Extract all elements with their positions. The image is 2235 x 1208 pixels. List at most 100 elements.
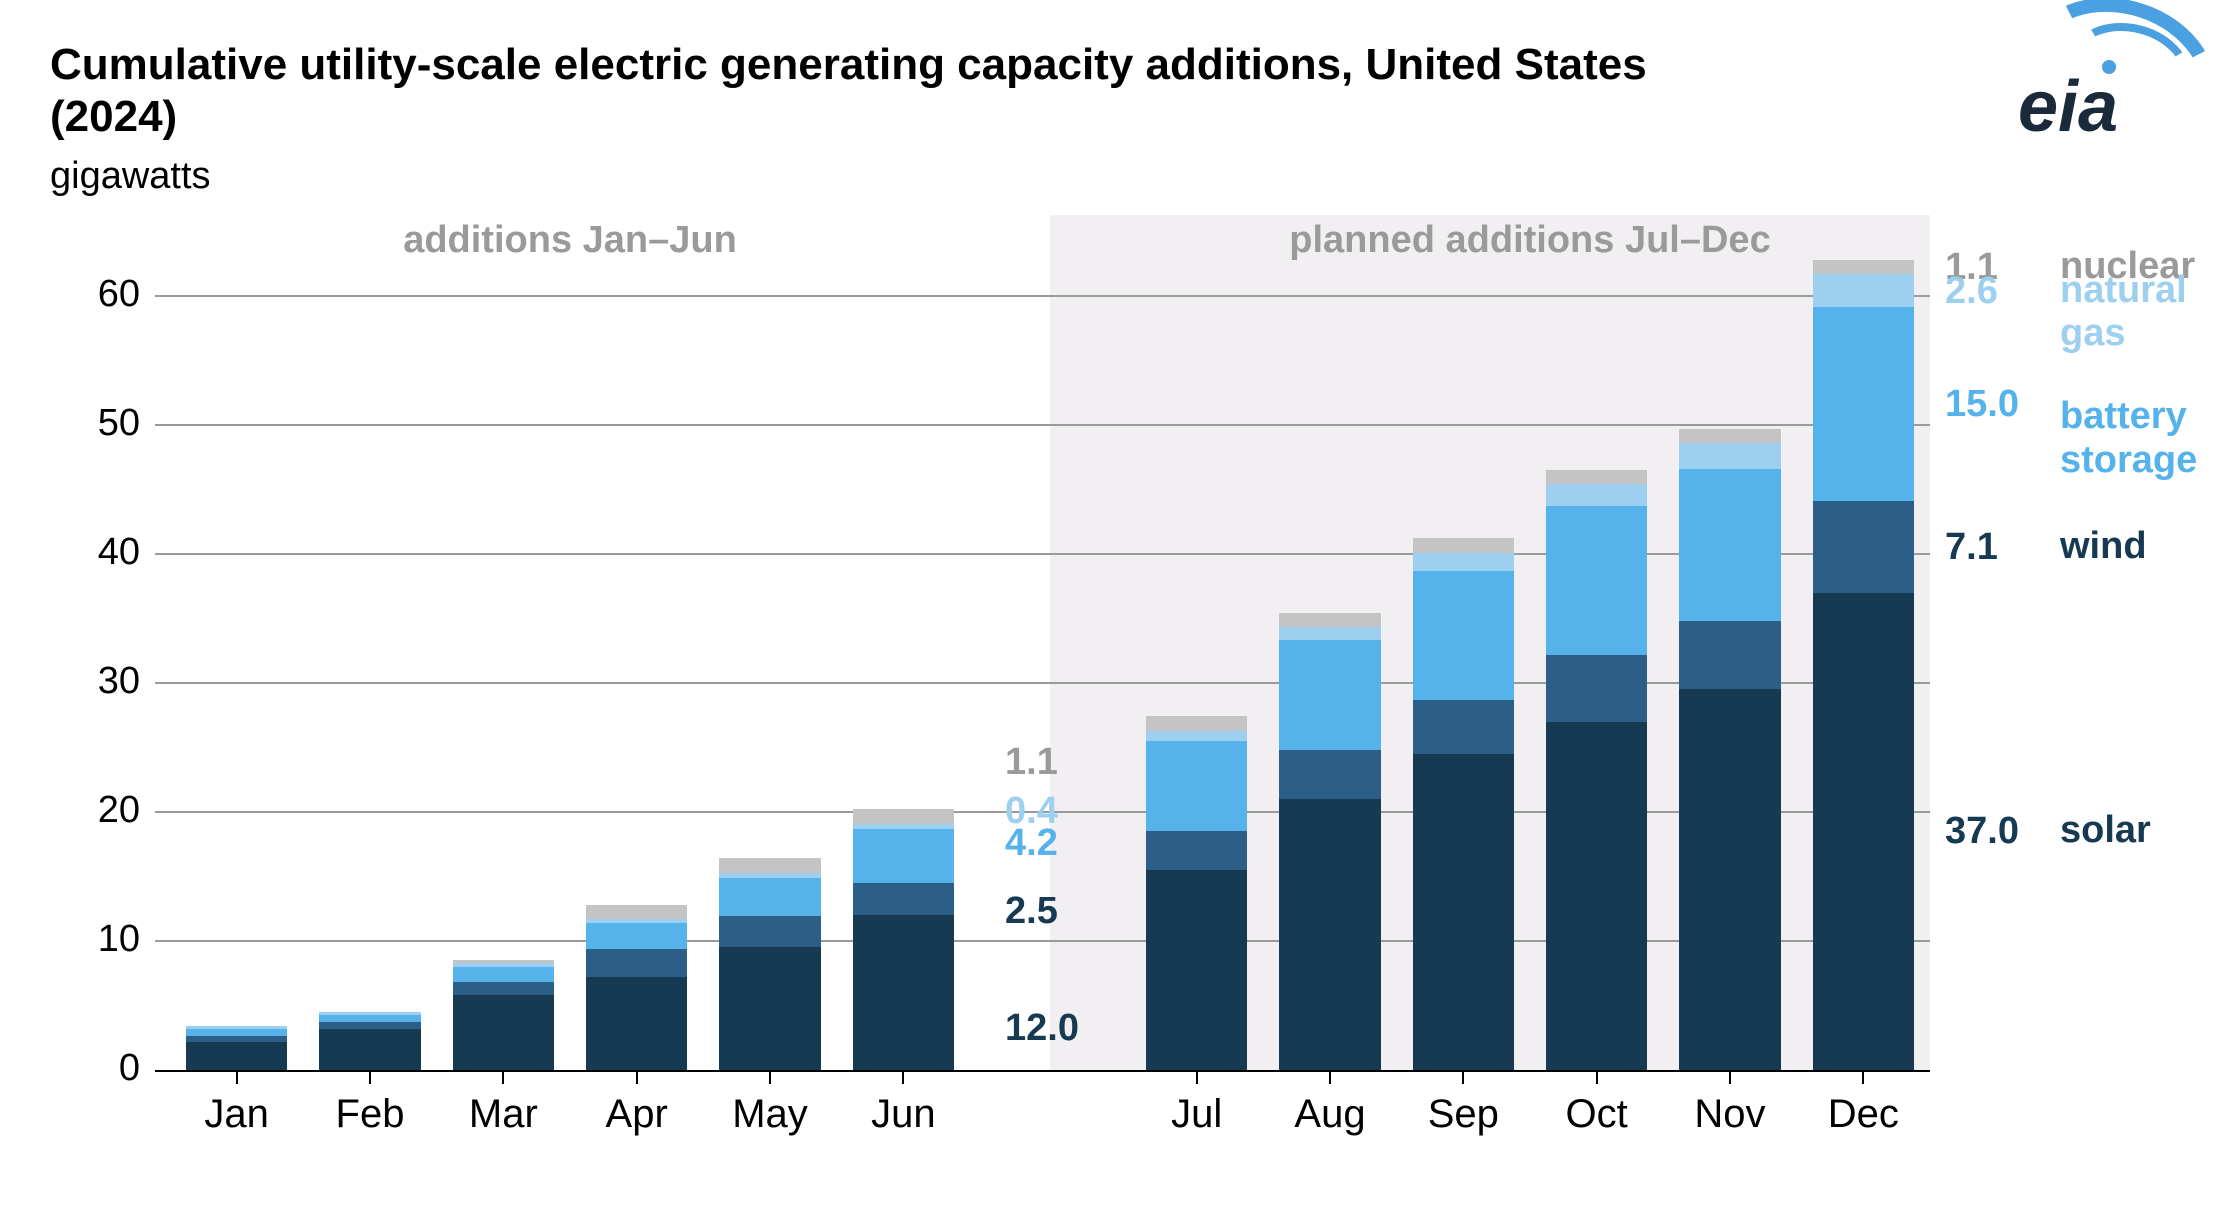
- bar-segment-solar: [1813, 593, 1914, 1070]
- bar-segment-natural_gas: [586, 919, 687, 923]
- gridline: [155, 295, 1930, 297]
- value-label-dec-wind: 7.1: [1945, 526, 1998, 569]
- bar-segment-wind: [586, 949, 687, 977]
- gridline: [155, 424, 1930, 426]
- bar-segment-solar: [319, 1029, 420, 1070]
- bar-segment-natural_gas: [1413, 553, 1514, 571]
- bar-segment-natural_gas: [186, 1026, 287, 1029]
- bar-segment-battery_storage: [453, 967, 554, 982]
- bar-segment-wind: [186, 1036, 287, 1041]
- bar-segment-battery_storage: [853, 829, 954, 883]
- bar-segment-battery_storage: [1413, 571, 1514, 700]
- x-tick-label: Jun: [833, 1092, 973, 1137]
- bar-segment-solar: [1146, 870, 1247, 1070]
- bar-segment-natural_gas: [453, 963, 554, 967]
- value-label-jun-solar: 12.0: [1005, 1007, 1079, 1050]
- legend-label-natural_gas: naturalgas: [2060, 269, 2187, 356]
- bar-segment-battery_storage: [1146, 741, 1247, 831]
- x-tick-label: Apr: [567, 1092, 707, 1137]
- bar-segment-natural_gas: [1679, 443, 1780, 469]
- bar-segment-nuclear: [1413, 538, 1514, 552]
- bar-segment-wind: [1279, 750, 1380, 799]
- value-label-dec-solar: 37.0: [1945, 810, 2019, 853]
- x-tick-label: May: [700, 1092, 840, 1137]
- bar-segment-natural_gas: [853, 824, 954, 829]
- bar-segment-nuclear: [1813, 260, 1914, 274]
- bar-segment-solar: [453, 995, 554, 1070]
- x-tick: [769, 1070, 771, 1084]
- x-tick: [1462, 1070, 1464, 1084]
- value-label-jun-nuclear: 1.1: [1005, 741, 1058, 784]
- x-axis-line: [155, 1070, 1930, 1072]
- x-tick: [1596, 1070, 1598, 1084]
- y-tick-label: 60: [40, 273, 140, 316]
- x-tick-label: Jul: [1127, 1092, 1267, 1137]
- region-label-actual: additions Jan–Jun: [270, 219, 870, 262]
- x-tick-label: Jan: [167, 1092, 307, 1137]
- bar-segment-nuclear: [1146, 716, 1247, 730]
- x-tick: [902, 1070, 904, 1084]
- y-tick-label: 10: [40, 918, 140, 961]
- bar-segment-solar: [1413, 754, 1514, 1070]
- x-tick: [1729, 1070, 1731, 1084]
- bar-segment-natural_gas: [1146, 731, 1247, 741]
- bar-segment-natural_gas: [1279, 627, 1380, 640]
- region-label-planned: planned additions Jul–Dec: [1180, 219, 1880, 262]
- bar-segment-natural_gas: [1813, 274, 1914, 308]
- chart-title-line1: Cumulative utility-scale electric genera…: [50, 40, 1647, 90]
- value-label-jun-wind: 2.5: [1005, 890, 1058, 933]
- bar-segment-nuclear: [453, 960, 554, 963]
- bar-segment-wind: [1146, 831, 1247, 870]
- x-tick-label: Oct: [1527, 1092, 1667, 1137]
- bar-segment-wind: [1413, 700, 1514, 754]
- legend-label-battery_storage: batterystorage: [2060, 395, 2197, 482]
- chart-container: Cumulative utility-scale electric genera…: [0, 0, 2235, 1208]
- bar-segment-solar: [1546, 722, 1647, 1070]
- bar-segment-wind: [1679, 621, 1780, 689]
- gridline: [155, 682, 1930, 684]
- bar-segment-battery_storage: [319, 1015, 420, 1023]
- bar-segment-battery_storage: [186, 1029, 287, 1037]
- bar-segment-nuclear: [1679, 429, 1780, 443]
- y-axis-unit-label: gigawatts: [50, 155, 211, 198]
- y-tick-label: 0: [40, 1047, 140, 1090]
- bar-segment-nuclear: [1546, 470, 1647, 484]
- bar-segment-nuclear: [1279, 613, 1380, 627]
- eia-logo: eia: [1990, 24, 2190, 154]
- bar-segment-wind: [853, 883, 954, 915]
- value-label-dec-natural_gas: 2.6: [1945, 270, 1998, 313]
- bar-segment-battery_storage: [586, 923, 687, 949]
- value-label-dec-battery_storage: 15.0: [1945, 383, 2019, 426]
- x-tick-label: Nov: [1660, 1092, 1800, 1137]
- bar-segment-nuclear: [719, 858, 820, 872]
- x-tick: [1862, 1070, 1864, 1084]
- x-tick: [1329, 1070, 1331, 1084]
- bar-segment-natural_gas: [319, 1012, 420, 1015]
- bar-segment-natural_gas: [1546, 484, 1647, 506]
- bar-segment-wind: [453, 982, 554, 995]
- y-tick-label: 20: [40, 789, 140, 832]
- bar-segment-natural_gas: [719, 873, 820, 878]
- bar-segment-solar: [719, 947, 820, 1070]
- x-tick: [502, 1070, 504, 1084]
- bar-segment-solar: [586, 977, 687, 1070]
- bar-segment-battery_storage: [1279, 640, 1380, 750]
- gridline: [155, 940, 1930, 942]
- bar-segment-nuclear: [586, 905, 687, 919]
- legend-label-solar: solar: [2060, 809, 2151, 853]
- x-tick-label: Aug: [1260, 1092, 1400, 1137]
- x-tick: [236, 1070, 238, 1084]
- bar-segment-battery_storage: [1546, 506, 1647, 654]
- x-tick-label: Mar: [433, 1092, 573, 1137]
- x-tick-label: Feb: [300, 1092, 440, 1137]
- value-label-jun-battery_storage: 4.2: [1005, 822, 1058, 865]
- bar-segment-solar: [186, 1042, 287, 1070]
- bar-segment-solar: [853, 915, 954, 1070]
- x-tick-label: Sep: [1393, 1092, 1533, 1137]
- bar-segment-solar: [1279, 799, 1380, 1070]
- chart-title-line2: (2024): [50, 92, 177, 142]
- x-tick: [369, 1070, 371, 1084]
- y-tick-label: 30: [40, 660, 140, 703]
- bar-segment-wind: [1813, 501, 1914, 593]
- y-tick-label: 50: [40, 402, 140, 445]
